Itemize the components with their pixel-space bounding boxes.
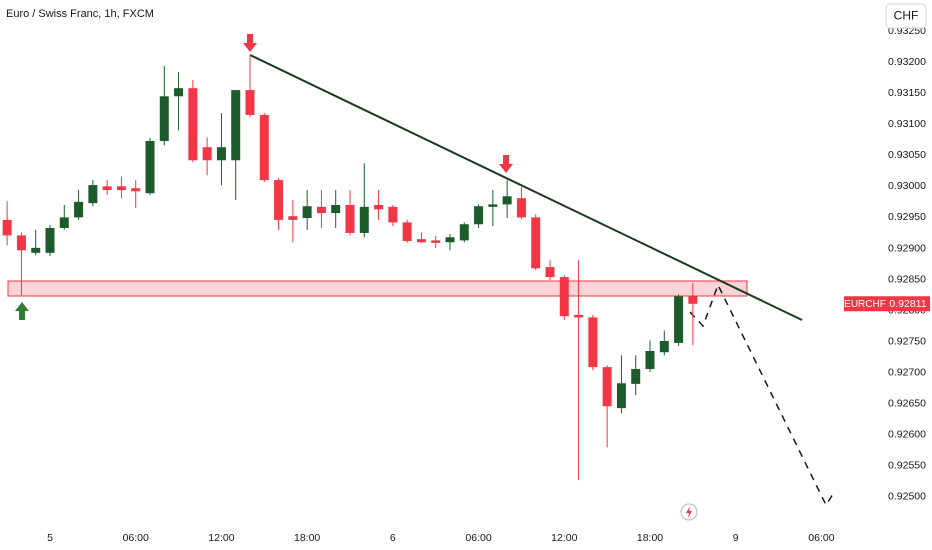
candle-body xyxy=(288,216,298,220)
candle-body xyxy=(616,383,626,409)
currency-button[interactable] xyxy=(885,3,927,29)
symbol-label-box xyxy=(844,296,886,312)
candle-body xyxy=(645,350,655,369)
last-price-label: 0.92811 xyxy=(889,298,926,310)
projection-path xyxy=(689,283,834,507)
candle-body xyxy=(374,204,384,210)
x-tick-label: 18:00 xyxy=(294,532,320,544)
y-tick-label: 0.93200 xyxy=(888,56,926,68)
candle-body xyxy=(388,206,398,223)
x-tick-label: 12:00 xyxy=(551,532,577,544)
candle-body xyxy=(174,88,184,97)
candle-body xyxy=(631,368,641,384)
x-tick-label: 06:00 xyxy=(465,532,491,544)
candle-body xyxy=(131,188,141,192)
x-tick-label: 06:00 xyxy=(123,532,149,544)
up-arrow xyxy=(15,302,29,320)
candle-body xyxy=(588,317,598,368)
y-tick-label: 0.92900 xyxy=(888,242,926,254)
x-tick-label: 18:00 xyxy=(637,532,663,544)
currency-button-label: CHF xyxy=(894,9,919,23)
y-tick-label: 0.93050 xyxy=(888,149,926,161)
x-tick-label: 5 xyxy=(47,532,53,544)
y-tick-label: 0.92550 xyxy=(888,460,926,472)
down-arrow xyxy=(243,34,257,52)
candle-body xyxy=(2,219,12,236)
y-tick-label: 0.92950 xyxy=(888,211,926,223)
candle-body xyxy=(659,341,669,353)
candle-body xyxy=(274,180,284,220)
candle-body xyxy=(74,201,84,218)
chart-title: Euro / Swiss Franc, 1h, FXCM xyxy=(6,8,154,20)
y-tick-label: 0.92650 xyxy=(888,398,926,410)
candle-body xyxy=(116,186,126,191)
candle-body xyxy=(574,314,584,318)
candle-body xyxy=(474,206,484,225)
y-tick-label: 0.92700 xyxy=(888,366,926,378)
candle-body xyxy=(531,217,541,269)
candle-body xyxy=(559,277,569,317)
candle-body xyxy=(231,90,241,161)
candle-body xyxy=(416,239,426,243)
resistance-zone xyxy=(7,280,748,297)
candle-body xyxy=(602,367,612,407)
candle-body xyxy=(259,114,269,181)
price-axis: 0.92500 0.92550 0.92600 0.92650 0.92700 0.927… xyxy=(47,25,930,544)
candle-body xyxy=(488,204,498,207)
candle-body xyxy=(302,206,312,219)
candle-body xyxy=(674,296,684,343)
candle-body xyxy=(202,147,212,161)
down-arrow xyxy=(499,155,513,173)
x-tick-label: 06:00 xyxy=(808,532,834,544)
annotations xyxy=(7,34,834,521)
x-tick-label: 12:00 xyxy=(208,532,234,544)
y-tick-label: 0.92600 xyxy=(888,429,926,441)
y-tick-label: 0.92850 xyxy=(888,273,926,285)
candles xyxy=(2,55,698,481)
last-price-box xyxy=(886,296,930,312)
candle-body xyxy=(102,186,112,191)
candle-body xyxy=(316,206,326,214)
candle-body xyxy=(159,96,169,142)
y-tick-label: 0.93150 xyxy=(888,87,926,99)
symbol-label: EURCHF xyxy=(844,299,886,310)
candle-body xyxy=(502,196,512,205)
candle-body xyxy=(402,222,412,242)
candle-body xyxy=(459,224,469,241)
trend-line xyxy=(249,54,803,321)
candle-body xyxy=(59,217,69,228)
y-tick-label: 0.93000 xyxy=(888,180,926,192)
candle-body xyxy=(16,235,26,251)
candle-body xyxy=(216,147,226,161)
y-tick-label: 0.92750 xyxy=(888,335,926,347)
candle-body xyxy=(431,240,441,243)
candle-body xyxy=(45,227,55,253)
candle-body xyxy=(359,206,369,233)
candle-body xyxy=(345,204,355,233)
lightning-icon xyxy=(686,506,692,518)
candle-body xyxy=(688,296,698,304)
candle-body xyxy=(145,141,155,194)
x-tick-label: 6 xyxy=(390,532,396,544)
y-tick-label: 0.93100 xyxy=(888,118,926,130)
y-tick-label: 0.92500 xyxy=(888,491,926,503)
candle-body xyxy=(331,204,341,214)
candle-body xyxy=(31,247,41,253)
candle-body xyxy=(445,237,455,243)
candle-body xyxy=(188,88,198,161)
candle-body xyxy=(88,185,98,204)
candle-body xyxy=(516,198,526,218)
x-tick-label: 9 xyxy=(733,532,739,544)
candle-body xyxy=(545,267,555,278)
candle-body xyxy=(245,90,255,115)
